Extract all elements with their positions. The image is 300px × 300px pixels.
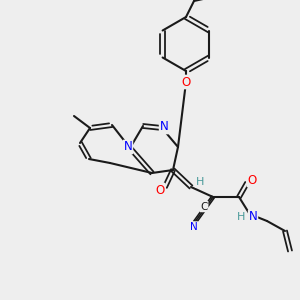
Text: N: N <box>249 211 257 224</box>
Text: H: H <box>196 177 204 187</box>
Text: N: N <box>124 140 132 154</box>
Text: O: O <box>182 76 190 88</box>
Text: N: N <box>190 222 198 232</box>
Text: O: O <box>155 184 165 196</box>
Text: C: C <box>200 202 208 212</box>
Text: N: N <box>160 121 168 134</box>
Text: H: H <box>237 212 245 222</box>
Text: O: O <box>248 173 256 187</box>
